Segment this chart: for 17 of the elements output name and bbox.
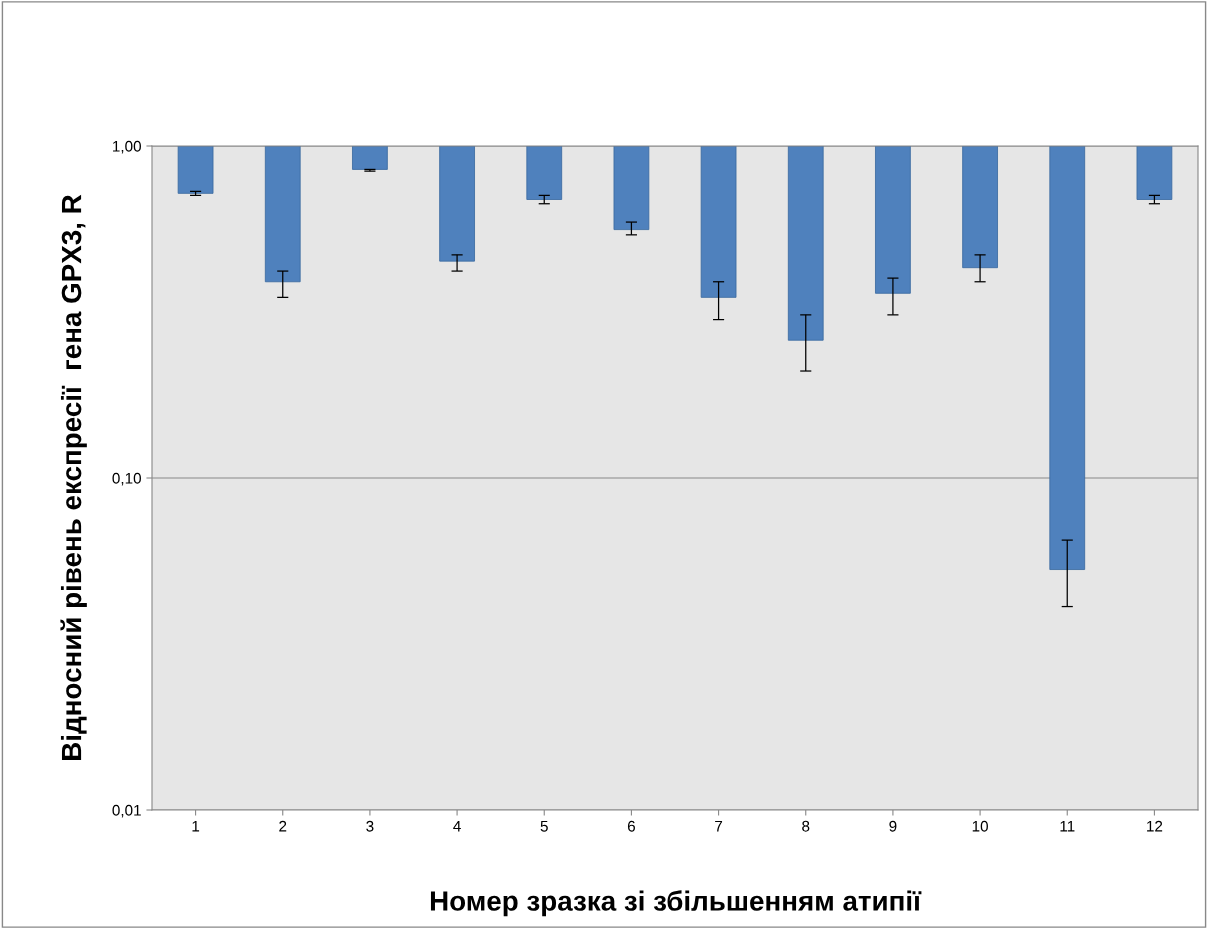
x-tick-label: 2: [279, 820, 287, 832]
x-tick-label: 5: [540, 820, 548, 832]
x-tick-label: 6: [627, 820, 635, 832]
x-tick-label: 4: [453, 820, 461, 832]
y-tick-label: 0,01: [112, 804, 141, 818]
x-tick-label: 12: [1147, 820, 1163, 832]
x-tick-label: 11: [1060, 820, 1075, 832]
y-axis-title: Відносний рівень експресії гена GPX3, R: [60, 194, 87, 760]
x-tick-label: 10: [972, 820, 988, 832]
x-tick-label: 9: [889, 820, 897, 832]
y-tick-label: 1,00: [113, 140, 141, 154]
y-tick-label: 0,10: [112, 472, 141, 486]
x-tick-label: 1: [192, 820, 200, 832]
x-tick-label: 8: [802, 820, 810, 832]
x-axis-title: Номер зразка зі збільшенням атипії: [430, 890, 922, 917]
x-tick-label: 7: [715, 820, 723, 832]
x-tick-label: 3: [366, 820, 374, 832]
